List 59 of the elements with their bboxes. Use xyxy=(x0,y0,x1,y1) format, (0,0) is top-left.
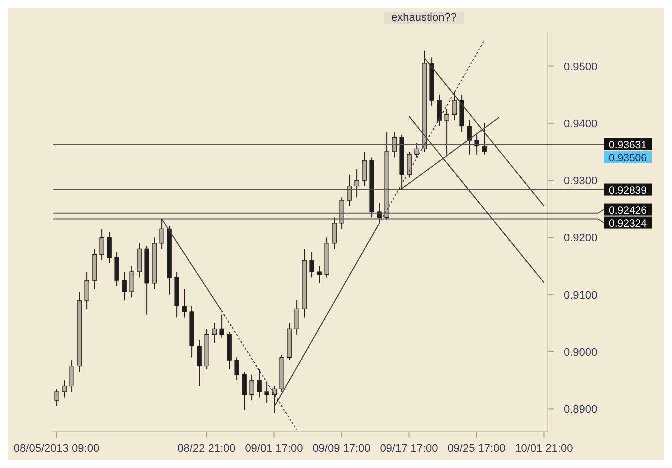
candlestick xyxy=(354,168,360,198)
y-tick-label: 0.9500 xyxy=(564,61,598,74)
candlestick xyxy=(257,368,262,398)
x-tick-label: 08/05/2013 09:00 xyxy=(14,443,100,455)
candlestick xyxy=(310,252,314,278)
ref-line-label: 0.93631 xyxy=(609,140,648,152)
candlestick xyxy=(272,386,277,414)
candlestick xyxy=(100,228,104,262)
candlestick xyxy=(242,372,247,411)
candlestick xyxy=(220,314,224,338)
candlestick xyxy=(414,142,420,158)
ref-line-label: 0.92839 xyxy=(609,184,648,197)
candlestick xyxy=(234,357,240,382)
x-tick-label: 09/25 17:00 xyxy=(448,443,506,455)
candlestick xyxy=(467,120,472,156)
candlestick xyxy=(264,382,270,404)
candlestick xyxy=(70,360,74,392)
candlestick xyxy=(84,272,90,310)
candlestick xyxy=(294,300,300,336)
y-tick-label: 0.9300 xyxy=(564,176,598,188)
candlestick xyxy=(362,152,367,187)
y-tick-label: 0.9000 xyxy=(564,347,598,359)
candlestick xyxy=(107,232,112,264)
candlestick xyxy=(130,266,134,298)
x-tick-label: 09/17 17:00 xyxy=(380,443,438,455)
candlestick xyxy=(137,242,142,278)
candlestick xyxy=(250,374,254,402)
y-tick-label: 0.9100 xyxy=(564,290,598,302)
y-tick-label: 0.9200 xyxy=(564,232,598,245)
candlestick xyxy=(407,152,412,178)
y-tick-label: 0.9400 xyxy=(564,118,598,130)
candlestick xyxy=(160,218,164,250)
x-tick-label: 09/01 17:00 xyxy=(245,443,304,455)
candlestick xyxy=(182,288,187,318)
candlestick xyxy=(317,266,322,284)
candlestick xyxy=(474,134,480,156)
candlestick xyxy=(197,340,202,387)
candlestick xyxy=(437,94,442,127)
ref-line-label: 0.92426 xyxy=(609,204,648,217)
candlestick xyxy=(340,197,344,230)
x-tick-label: 09/09 17:00 xyxy=(312,443,371,455)
candlestick xyxy=(482,122,487,156)
y-tick-label: 0.8900 xyxy=(564,404,598,416)
candlestick xyxy=(347,174,352,207)
candlestick xyxy=(392,132,397,158)
candlestick xyxy=(444,108,450,156)
text: exhaustion?? xyxy=(384,12,464,24)
candlestick xyxy=(62,380,67,398)
candlestick xyxy=(54,388,60,407)
ref-line-label: 0.92324 xyxy=(609,218,648,230)
candlestick xyxy=(212,322,217,344)
candlestick xyxy=(122,272,127,302)
candlestick xyxy=(452,92,457,122)
candlestick xyxy=(377,202,382,224)
x-tick-label: 08/22 21:00 xyxy=(178,443,236,455)
text: 0.93506 xyxy=(609,152,648,165)
x-tick-label: 10/01 21:00 xyxy=(515,443,574,455)
candlestick xyxy=(332,217,337,250)
candlestick xyxy=(114,252,120,287)
